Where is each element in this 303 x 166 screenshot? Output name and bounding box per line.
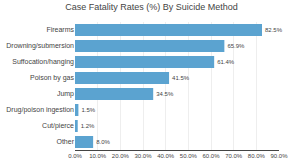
svg-text:60.0%: 60.0% [202,153,220,159]
svg-text:82.5%: 82.5% [265,27,283,33]
svg-text:8.0%: 8.0% [96,139,110,145]
svg-text:Jump: Jump [57,90,74,98]
svg-text:41.5%: 41.5% [172,75,190,81]
svg-text:80.0%: 80.0% [248,153,266,159]
svg-text:Firearms: Firearms [46,26,74,33]
svg-text:Drowning/submersion: Drowning/submersion [6,42,74,50]
svg-text:20.0%: 20.0% [112,153,130,159]
svg-text:10.0%: 10.0% [89,153,107,159]
svg-text:Suffocation/hanging: Suffocation/hanging [12,58,74,66]
svg-text:34.5%: 34.5% [156,91,174,97]
svg-text:1.2%: 1.2% [81,123,95,129]
svg-text:Case Fatality Rates (%) By Sui: Case Fatality Rates (%) By Suicide Metho… [65,2,238,12]
svg-text:61.4%: 61.4% [217,59,235,65]
svg-text:65.9%: 65.9% [227,43,245,49]
svg-text:Other: Other [56,138,74,145]
svg-text:40.0%: 40.0% [157,153,175,159]
svg-text:90.0%: 90.0% [270,153,288,159]
svg-text:1.5%: 1.5% [81,107,95,113]
svg-text:Cut/pierce: Cut/pierce [42,122,74,130]
svg-text:0.0%: 0.0% [68,153,82,159]
svg-text:Drug/poison ingestion: Drug/poison ingestion [6,106,74,114]
svg-text:30.0%: 30.0% [134,153,152,159]
svg-text:70.0%: 70.0% [225,153,243,159]
svg-text:50.0%: 50.0% [180,153,198,159]
svg-text:Poison by gas: Poison by gas [30,74,74,82]
